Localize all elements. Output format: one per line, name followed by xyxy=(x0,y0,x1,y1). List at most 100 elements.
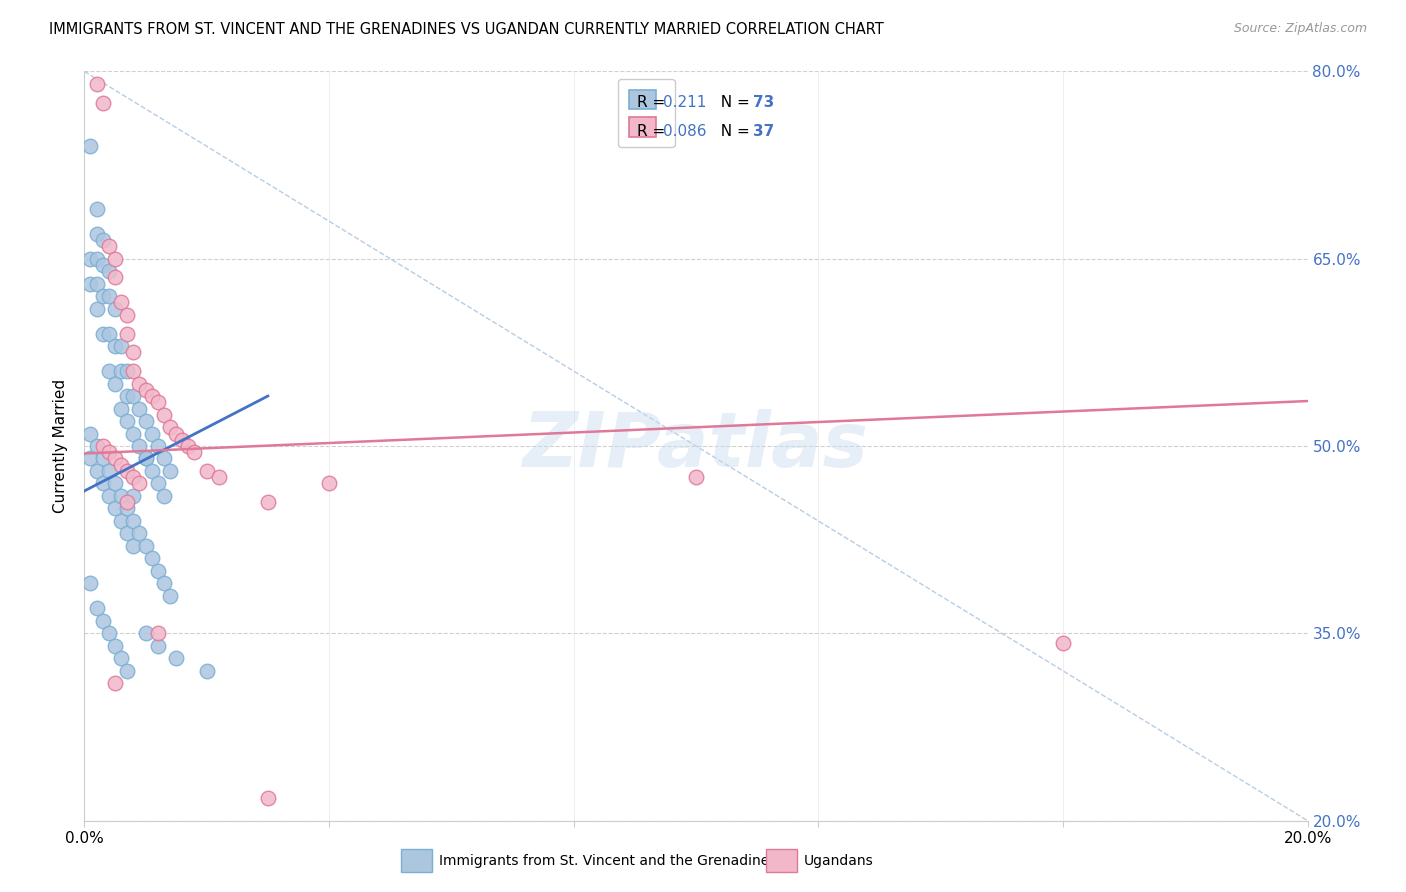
Point xyxy=(257,495,280,509)
Y-axis label: Currently Married: Currently Married xyxy=(53,379,69,513)
Point xyxy=(86,601,108,615)
Point xyxy=(97,445,120,459)
Point xyxy=(91,439,114,453)
Point xyxy=(135,414,157,428)
Text: 73: 73 xyxy=(754,95,775,111)
Text: N =: N = xyxy=(710,124,754,139)
Point xyxy=(97,464,120,478)
Point xyxy=(208,470,231,484)
Point xyxy=(104,676,127,690)
Text: R =: R = xyxy=(637,124,671,139)
Point xyxy=(110,651,132,665)
Point xyxy=(146,476,169,491)
Point xyxy=(97,489,120,503)
Point xyxy=(146,639,169,653)
Point xyxy=(122,364,145,378)
Point xyxy=(110,364,132,378)
Text: Ugandans: Ugandans xyxy=(804,854,875,868)
Point xyxy=(135,383,157,397)
Point xyxy=(91,614,114,628)
Point xyxy=(104,252,127,266)
Point xyxy=(177,439,200,453)
Point xyxy=(115,664,138,678)
Point xyxy=(135,451,157,466)
Point xyxy=(97,626,120,640)
Text: 0.086: 0.086 xyxy=(664,124,706,139)
Point xyxy=(115,501,138,516)
Point xyxy=(110,514,132,528)
Point xyxy=(115,414,138,428)
Point xyxy=(122,539,145,553)
Point xyxy=(79,426,101,441)
Point xyxy=(79,252,101,266)
Point xyxy=(153,489,176,503)
Point xyxy=(110,339,132,353)
Text: 0.211: 0.211 xyxy=(664,95,706,111)
Text: 37: 37 xyxy=(754,124,775,139)
Text: Immigrants from St. Vincent and the Grenadines: Immigrants from St. Vincent and the Gren… xyxy=(439,854,776,868)
Point xyxy=(104,376,127,391)
Point xyxy=(159,420,181,434)
Point xyxy=(104,339,127,353)
Point xyxy=(115,495,138,509)
Point xyxy=(104,639,127,653)
Point xyxy=(135,451,157,466)
Point xyxy=(183,445,205,459)
Text: ZIPatlas: ZIPatlas xyxy=(523,409,869,483)
Point xyxy=(153,576,176,591)
Point xyxy=(86,227,108,241)
Point xyxy=(135,626,157,640)
Point xyxy=(115,308,138,322)
Point xyxy=(1052,636,1074,650)
Legend: , : , xyxy=(619,79,675,147)
Point xyxy=(97,289,120,303)
Point xyxy=(115,364,138,378)
Point xyxy=(91,326,114,341)
Point xyxy=(159,464,181,478)
Point xyxy=(146,395,169,409)
Point xyxy=(318,476,340,491)
Point xyxy=(91,451,114,466)
Point xyxy=(122,470,145,484)
Point xyxy=(172,433,194,447)
Point xyxy=(110,458,132,472)
Point xyxy=(146,564,169,578)
Text: IMMIGRANTS FROM ST. VINCENT AND THE GRENADINES VS UGANDAN CURRENTLY MARRIED CORR: IMMIGRANTS FROM ST. VINCENT AND THE GREN… xyxy=(49,22,884,37)
Point xyxy=(159,589,181,603)
Point xyxy=(146,439,169,453)
Point xyxy=(141,551,163,566)
Point xyxy=(91,233,114,247)
Point xyxy=(128,476,150,491)
Point xyxy=(122,514,145,528)
Point xyxy=(79,277,101,291)
Point xyxy=(128,526,150,541)
Point xyxy=(86,202,108,216)
Point xyxy=(104,301,127,316)
Text: Source: ZipAtlas.com: Source: ZipAtlas.com xyxy=(1233,22,1367,36)
Point xyxy=(86,277,108,291)
Point xyxy=(104,501,127,516)
Point xyxy=(165,651,187,665)
Point xyxy=(79,451,101,466)
Text: R =: R = xyxy=(637,95,671,111)
Point xyxy=(141,464,163,478)
Point xyxy=(79,576,101,591)
Point xyxy=(104,476,127,491)
Point xyxy=(122,345,145,359)
Point xyxy=(115,389,138,403)
Point xyxy=(104,270,127,285)
Point xyxy=(141,426,163,441)
Point xyxy=(153,408,176,422)
Point xyxy=(122,489,145,503)
Point xyxy=(135,539,157,553)
Point xyxy=(110,489,132,503)
Point xyxy=(257,791,280,805)
Point xyxy=(110,295,132,310)
Point xyxy=(86,77,108,91)
Point xyxy=(86,252,108,266)
Point xyxy=(91,289,114,303)
Point xyxy=(91,95,114,110)
Point xyxy=(86,464,108,478)
Point xyxy=(86,439,108,453)
Point xyxy=(165,426,187,441)
